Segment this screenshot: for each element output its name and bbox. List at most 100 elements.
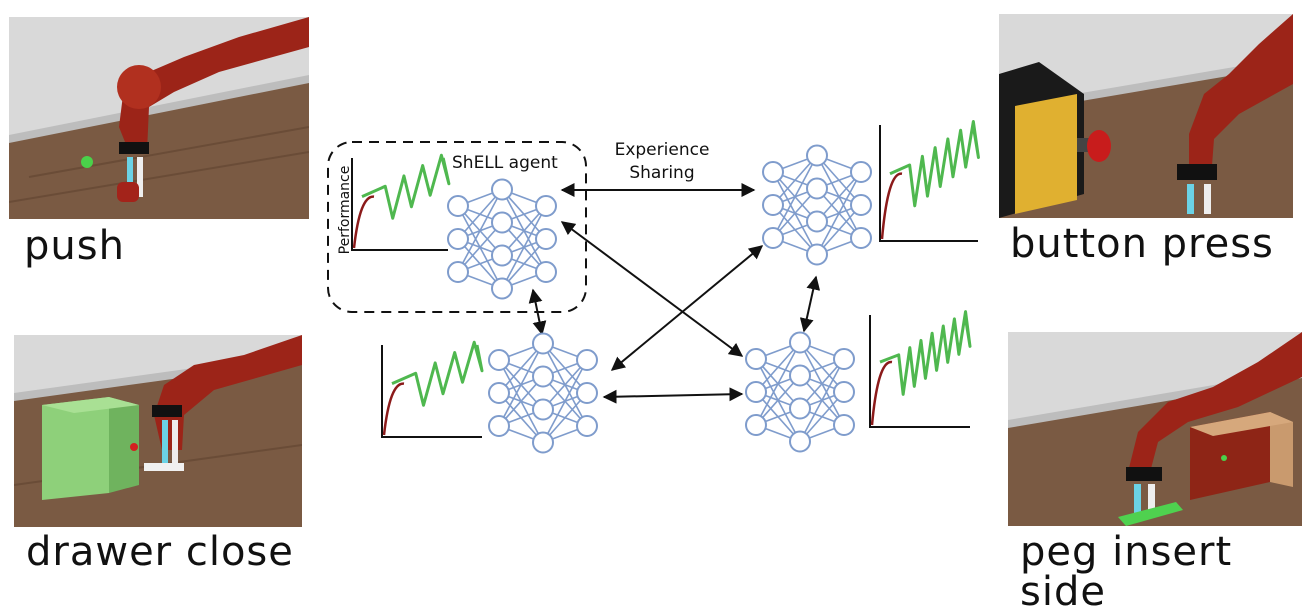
arrow-bottom-left-bottom-right	[602, 387, 744, 404]
plot-curve-green	[391, 340, 484, 407]
network-node	[576, 382, 598, 404]
network-edge	[501, 205, 547, 257]
plot-curve-red	[352, 195, 375, 249]
plot-axes	[351, 158, 448, 251]
network-node	[789, 331, 811, 354]
plot-curve-red	[870, 360, 893, 426]
network-edge	[816, 204, 862, 256]
plot-axes	[869, 315, 970, 428]
task-label-button-press: button press	[1010, 221, 1274, 267]
network-edge	[542, 359, 588, 411]
plot-curve-green	[889, 120, 980, 208]
network-node	[535, 261, 557, 283]
network-node	[762, 227, 784, 249]
network-edge	[772, 187, 818, 239]
task-image-peg-insert-side	[1008, 332, 1302, 526]
plot-curve-green	[361, 153, 451, 220]
sharing-label-line1: Experience	[615, 140, 710, 160]
network-node	[789, 397, 811, 420]
network-edge	[498, 375, 544, 427]
network-edge	[457, 221, 503, 273]
network-node	[491, 211, 513, 234]
network-node	[745, 348, 767, 370]
network-node	[762, 161, 784, 183]
network-edge	[799, 358, 845, 410]
network-edge	[498, 343, 544, 427]
agent-label: ShELL agent	[452, 153, 558, 173]
network-node	[833, 381, 855, 403]
network-node	[447, 228, 469, 250]
network-node	[833, 414, 855, 436]
performance-plot-bottom-right	[869, 310, 972, 428]
network-top-right	[762, 144, 872, 266]
performance-plot-top-left	[351, 153, 451, 251]
network-node	[532, 365, 554, 388]
network-node	[488, 349, 510, 371]
network-node	[745, 381, 767, 403]
task-label-push: push	[24, 223, 125, 269]
network-edge	[799, 391, 845, 443]
arrow-top-left-bottom-left	[528, 288, 547, 336]
network-node	[789, 430, 811, 453]
network-edge	[755, 342, 801, 426]
network-bottom-right	[745, 331, 855, 453]
network-bottom-left	[488, 332, 598, 454]
network-node	[491, 277, 513, 300]
network-node	[488, 415, 510, 437]
network-node	[576, 349, 598, 371]
task-image-button-press	[999, 14, 1293, 218]
network-node	[491, 178, 513, 201]
network-node	[745, 414, 767, 436]
network-edge	[755, 374, 801, 426]
network-node	[488, 382, 510, 404]
performance-plot-bottom-left	[381, 340, 484, 438]
network-edge	[816, 171, 862, 255]
plot-curve-green	[879, 310, 972, 396]
network-node	[850, 227, 872, 249]
network-node	[447, 261, 469, 283]
network-node	[532, 332, 554, 355]
task-image-drawer-close	[14, 335, 302, 527]
network-node	[806, 144, 828, 167]
plot-curve-red	[880, 172, 903, 240]
network-edge	[457, 188, 503, 240]
performance-axis-label: Performance	[337, 166, 353, 255]
plot-curve-red	[382, 382, 405, 436]
network-edge	[501, 238, 547, 290]
network-edge	[501, 205, 547, 289]
performance-plot-top-right	[879, 120, 980, 242]
network-node	[535, 228, 557, 250]
network-edge	[799, 358, 845, 442]
network-edge	[498, 342, 544, 394]
task-label-peg-insert-side: peg insert side	[1020, 529, 1233, 615]
network-node	[491, 244, 513, 267]
network-edge	[457, 189, 503, 273]
network-node	[447, 195, 469, 217]
network-node	[532, 431, 554, 454]
task-image-push	[9, 17, 309, 219]
network-node	[833, 348, 855, 370]
arrow-top-right-bottom-right	[799, 275, 821, 333]
network-edge	[542, 359, 588, 443]
network-node	[762, 194, 784, 216]
network-node	[806, 177, 828, 200]
network-top-left	[447, 178, 557, 300]
network-node	[850, 161, 872, 183]
network-node	[850, 194, 872, 216]
network-edge	[542, 392, 588, 444]
sharing-label-line2: Sharing	[629, 163, 694, 183]
plot-axes	[381, 345, 482, 438]
network-edge	[755, 341, 801, 393]
arrow-top-right-bottom-left	[610, 245, 764, 371]
network-node	[576, 415, 598, 437]
network-node	[532, 398, 554, 421]
network-edge	[772, 155, 818, 239]
network-node	[806, 243, 828, 266]
network-node	[535, 195, 557, 217]
task-label-drawer-close: drawer close	[26, 529, 294, 575]
network-edge	[772, 154, 818, 206]
network-edge	[816, 171, 862, 223]
network-node	[789, 364, 811, 387]
plot-axes	[879, 125, 978, 242]
